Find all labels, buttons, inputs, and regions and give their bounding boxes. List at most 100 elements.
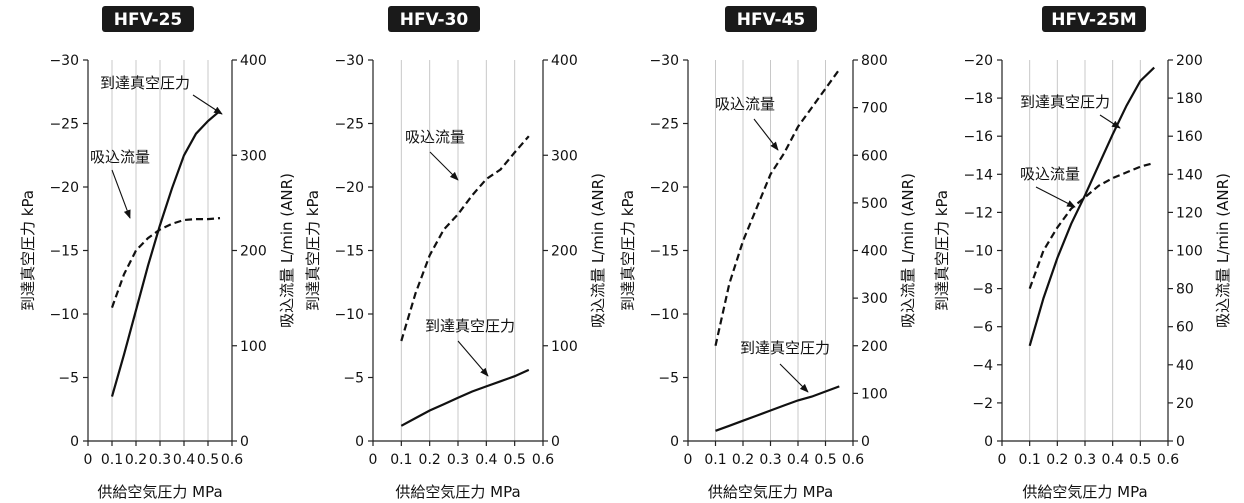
y-left-tick-label: −5 xyxy=(58,371,79,387)
series-annotation-label: 到達真空圧力 xyxy=(425,317,515,335)
x-tick-label: 0.4 xyxy=(1102,452,1124,468)
x-tick-label: 0.1 xyxy=(101,452,123,468)
annotation-arrow xyxy=(1035,186,1076,208)
y-right-tick-label: 0 xyxy=(1176,434,1185,450)
y-left-tick-label: −30 xyxy=(649,53,679,69)
series-annotation-label: 吸込流量 xyxy=(1020,165,1080,183)
x-tick-label: 0 xyxy=(684,452,693,468)
y-left-tick-label: −16 xyxy=(963,129,993,145)
y-right-tick-label: 300 xyxy=(240,148,267,164)
series-annotation-label: 吸込流量 xyxy=(90,148,150,166)
y-right-tick-label: 200 xyxy=(1176,53,1203,69)
chart-title: HFV-25M xyxy=(1051,10,1136,30)
y-right-tick-label: 200 xyxy=(861,339,888,355)
suction-flow-line xyxy=(714,68,841,347)
vacuum-pressure-line xyxy=(715,385,840,432)
y-right-tick-label: 800 xyxy=(861,53,888,69)
y-left-tick-label: −12 xyxy=(963,205,993,221)
x-tick-label: 0.1 xyxy=(390,452,412,468)
y-right-tick-label: 80 xyxy=(1176,282,1194,298)
y-right-tick-label: 160 xyxy=(1176,129,1203,145)
x-tick-label: 0 xyxy=(84,452,93,468)
chart-title-badge xyxy=(1042,6,1146,32)
x-tick-label: 0.1 xyxy=(1019,452,1041,468)
x-tick-label: 0.2 xyxy=(732,452,754,468)
annotation-arrow xyxy=(429,151,459,181)
y-left-tick-label: −20 xyxy=(963,53,993,69)
y-left-tick-label: −5 xyxy=(343,371,364,387)
x-tick-label: 0.2 xyxy=(1046,452,1068,468)
y-right-tick-label: 0 xyxy=(551,434,560,450)
y-left-tick-label: −20 xyxy=(49,180,79,196)
y-right-tick-label: 500 xyxy=(861,196,888,212)
y-left-tick-label: −10 xyxy=(49,307,79,323)
chart-panel: HFV-25 0 0.1 0.2 0.3 0.4 0.5 0.6 0 −5 −10 −15 −20 −25… xyxy=(19,6,296,501)
vacuum-pressure-line xyxy=(1028,66,1155,347)
y-left-tick-label: −25 xyxy=(649,117,679,133)
x-tick-label: 0.5 xyxy=(814,452,836,468)
y-left-axis-label: 到達真空圧力 kPa xyxy=(619,190,637,311)
y-left-tick-label: −30 xyxy=(49,53,79,69)
y-left-tick-label: −10 xyxy=(649,307,679,323)
y-left-axis-label: 到達真空圧力 kPa xyxy=(19,190,37,311)
series-annotation-label: 到達真空圧力 xyxy=(740,339,830,357)
x-axis-label: 供給空気圧力 MPa xyxy=(395,483,520,501)
y-right-tick-label: 20 xyxy=(1176,396,1194,412)
y-left-tick-label: −10 xyxy=(334,307,364,323)
series-annotation-label: 吸込流量 xyxy=(405,128,465,146)
y-right-tick-label: 60 xyxy=(1176,320,1194,336)
y-left-tick-label: −8 xyxy=(972,282,993,298)
series-annotation-label: 到達真空圧力 xyxy=(1020,93,1110,111)
y-right-tick-label: 400 xyxy=(861,244,888,260)
x-tick-label: 0.5 xyxy=(197,452,219,468)
x-tick-label: 0.1 xyxy=(704,452,726,468)
y-right-axis-label: 吸込流量 L/min (ANR) xyxy=(278,173,296,328)
x-tick-label: 0 xyxy=(998,452,1007,468)
chart-panel: HFV-25M 0 0.1 0.2 0.3 0.4 0.5 0.6 0 −2 −4 −6 −8 −10 −1… xyxy=(933,6,1232,501)
annotation-arrow xyxy=(457,340,489,377)
y-left-tick-label: −10 xyxy=(963,244,993,260)
y-left-tick-label: 0 xyxy=(670,434,679,450)
chart-title-badge xyxy=(102,6,194,32)
y-right-tick-label: 200 xyxy=(240,244,267,260)
vacuum-pressure-line xyxy=(400,368,530,427)
x-tick-label: 0.4 xyxy=(787,452,809,468)
series-annotation-label: 到達真空圧力 xyxy=(100,74,190,92)
x-tick-label: 0.6 xyxy=(221,452,243,468)
y-right-tick-label: 600 xyxy=(861,148,888,164)
series-annotation-label: 吸込流量 xyxy=(715,95,775,113)
x-tick-label: 0.6 xyxy=(532,452,554,468)
annotation-arrow xyxy=(753,118,779,151)
y-right-tick-label: 100 xyxy=(861,386,888,402)
y-right-axis-label: 吸込流量 L/min (ANR) xyxy=(1214,173,1232,328)
annotation-arrow xyxy=(192,94,223,115)
x-tick-label: 0.3 xyxy=(447,452,469,468)
y-right-tick-label: 180 xyxy=(1176,91,1203,107)
x-tick-label: 0.3 xyxy=(1074,452,1096,468)
y-right-tick-label: 0 xyxy=(861,434,870,450)
y-right-tick-label: 120 xyxy=(1176,205,1203,221)
y-right-axis-label: 吸込流量 L/min (ANR) xyxy=(899,173,917,328)
vacuum-pressure-line xyxy=(110,109,221,397)
y-right-tick-label: 100 xyxy=(551,339,578,355)
y-right-tick-label: 100 xyxy=(240,339,267,355)
y-right-tick-label: 40 xyxy=(1176,358,1194,374)
chart-title: HFV-25 xyxy=(114,10,182,30)
y-right-tick-label: 300 xyxy=(861,291,888,307)
y-right-tick-label: 200 xyxy=(551,244,578,260)
y-left-tick-label: 0 xyxy=(70,434,79,450)
annotation-arrow xyxy=(111,169,131,219)
y-left-tick-label: −15 xyxy=(649,244,679,260)
y-right-tick-label: 100 xyxy=(1176,244,1203,260)
chart-panel: HFV-30 0 0.1 0.2 0.3 0.4 0.5 0.6 0 −5 −10 −15 −20 −25… xyxy=(304,6,607,501)
x-tick-label: 0.5 xyxy=(504,452,526,468)
y-right-axis-label: 吸込流量 L/min (ANR) xyxy=(589,173,607,328)
suction-flow-line xyxy=(400,135,530,342)
y-left-axis-label: 到達真空圧力 kPa xyxy=(933,190,951,311)
x-tick-label: 0.5 xyxy=(1129,452,1151,468)
annotation-arrow xyxy=(1099,114,1121,129)
x-tick-label: 0 xyxy=(369,452,378,468)
y-left-tick-label: −5 xyxy=(658,371,679,387)
x-tick-label: 0.3 xyxy=(759,452,781,468)
